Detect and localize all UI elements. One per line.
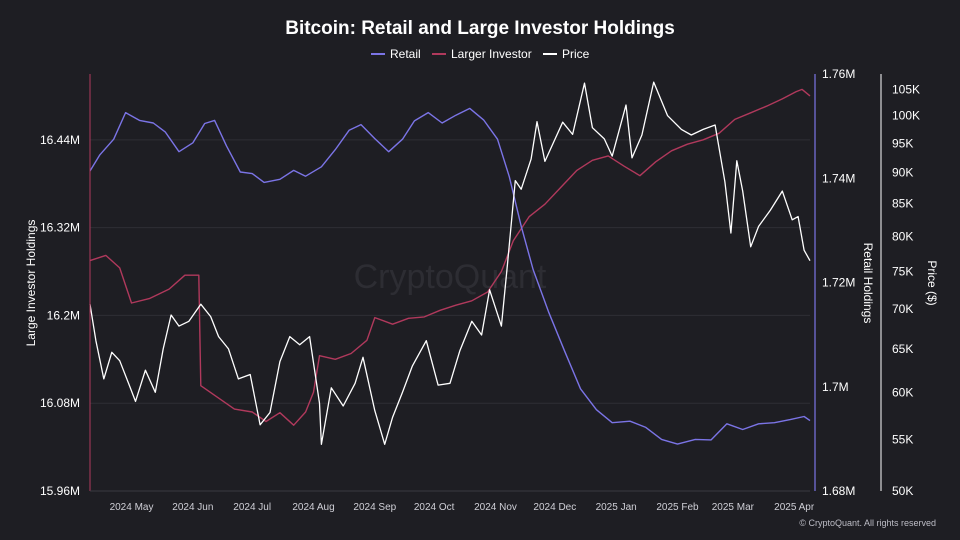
legend-label: Price [562,47,590,61]
retail-tick-label: 1.72M [822,276,855,290]
x-tick-label: 2025 Jan [596,502,637,513]
left-tick-label: 16.08M [40,396,80,410]
price-tick-label: 95K [892,136,913,150]
price-tick-label: 90K [892,166,913,180]
price-tick-label: 75K [892,264,913,278]
watermark: CryptoQuant [354,258,547,296]
x-tick-label: 2024 Jun [172,502,213,513]
left-axis-title: Large Investor Holdings [24,220,38,347]
price-tick-label: 50K [892,484,913,498]
x-tick-label: 2024 Oct [414,502,455,513]
chart-title: Bitcoin: Retail and Large Investor Holdi… [285,18,675,39]
grid [90,139,810,492]
credit: © CryptoQuant. All rights reserved [799,518,936,528]
retail-tick-label: 1.74M [822,171,855,185]
x-tick-label: 2024 Nov [474,502,517,513]
left-tick-label: 16.32M [40,221,80,235]
x-tick-label: 2024 Sep [353,502,396,513]
x-tick-label: 2024 May [110,502,154,513]
x-tick-label: 2024 Jul [233,502,271,513]
price-tick-label: 85K [892,197,913,211]
price-axis-title: Price ($) [925,260,939,305]
x-tick-label: 2024 Aug [292,502,334,513]
left-tick-label: 16.44M [40,133,80,147]
price-tick-label: 100K [892,109,920,123]
left-tick-label: 15.96M [40,484,80,498]
x-tick-label: 2024 Dec [533,502,576,513]
series-layer [89,81,811,445]
legend-label: Retail [390,47,421,61]
retail-axis-title: Retail Holdings [861,243,875,324]
x-tick-label: 2025 Apr [774,502,815,513]
axes: 16.44M 16.32M 16.2M 16.08M 15.96M 1.76M 1.74M 1… [40,67,920,513]
retail-tick-label: 1.76M [822,67,855,81]
price-tick-label: 65K [892,342,913,356]
series-line-larger-investor [89,88,811,426]
left-tick-label: 16.2M [47,308,80,322]
retail-tick-label: 1.68M [822,484,855,498]
price-tick-label: 60K [892,385,913,399]
legend: Retail Larger Investor Price [371,47,590,61]
price-tick-label: 80K [892,230,913,244]
price-tick-label: 105K [892,82,920,96]
series-line-retail [89,107,811,445]
x-tick-label: 2025 Feb [656,502,699,513]
retail-tick-label: 1.7M [822,380,849,394]
x-tick-label: 2025 Mar [712,502,755,513]
legend-label: Larger Investor [451,47,532,61]
price-tick-label: 70K [892,302,913,316]
series-line-price [89,81,811,445]
price-tick-label: 55K [892,432,913,446]
